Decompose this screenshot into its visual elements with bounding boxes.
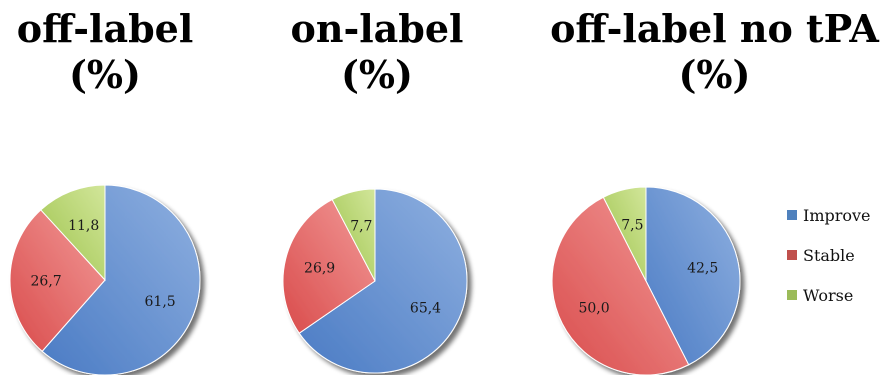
data-label: 7,5 [621,217,643,233]
chart-title-off-label-no-tpa: off-label no tPA (%) [545,6,884,98]
pie-2 [551,186,741,375]
pie-slice-stable [9,209,106,352]
chart-title-line: off-label [16,6,194,51]
pie-slice-improve [645,186,741,366]
legend-label: Improve [803,205,871,225]
pie-slice-improve [41,184,201,375]
pie-slice-improve [298,188,468,374]
legend-swatch [787,250,797,260]
legend-item-worse: Worse [787,285,871,305]
chart-title-on-label: on-label (%) [262,6,492,98]
pie-slice-worse [602,186,647,282]
pie-slice-stable [282,198,376,334]
pie-slice-worse [331,188,376,282]
legend-item-improve: Improve [787,205,871,225]
pie-1 [282,188,468,374]
data-label: 26,7 [31,274,62,290]
data-label: 50,0 [578,300,609,316]
legend-label: Worse [803,285,854,305]
data-label: 11,8 [68,218,99,234]
pie-0 [9,184,201,375]
data-label: 26,9 [304,260,335,276]
chart-title-line: on-label [290,6,464,51]
data-label: 61,5 [145,294,176,310]
legend-swatch [787,290,797,300]
legend: Improve Stable Worse [787,205,871,325]
legend-label: Stable [803,245,855,265]
legend-item-stable: Stable [787,245,871,265]
chart-title-unit: (%) [678,52,751,97]
data-label: 7,7 [350,219,372,235]
chart-title-unit: (%) [68,52,142,97]
pie-slice-worse [40,184,106,282]
data-label: 65,4 [410,301,441,317]
chart-title-unit: (%) [340,52,414,97]
chart-title-line: off-label no tPA [550,6,879,51]
data-label: 42,5 [687,260,718,276]
legend-swatch [787,210,797,220]
chart-title-off-label: off-label (%) [0,6,210,98]
